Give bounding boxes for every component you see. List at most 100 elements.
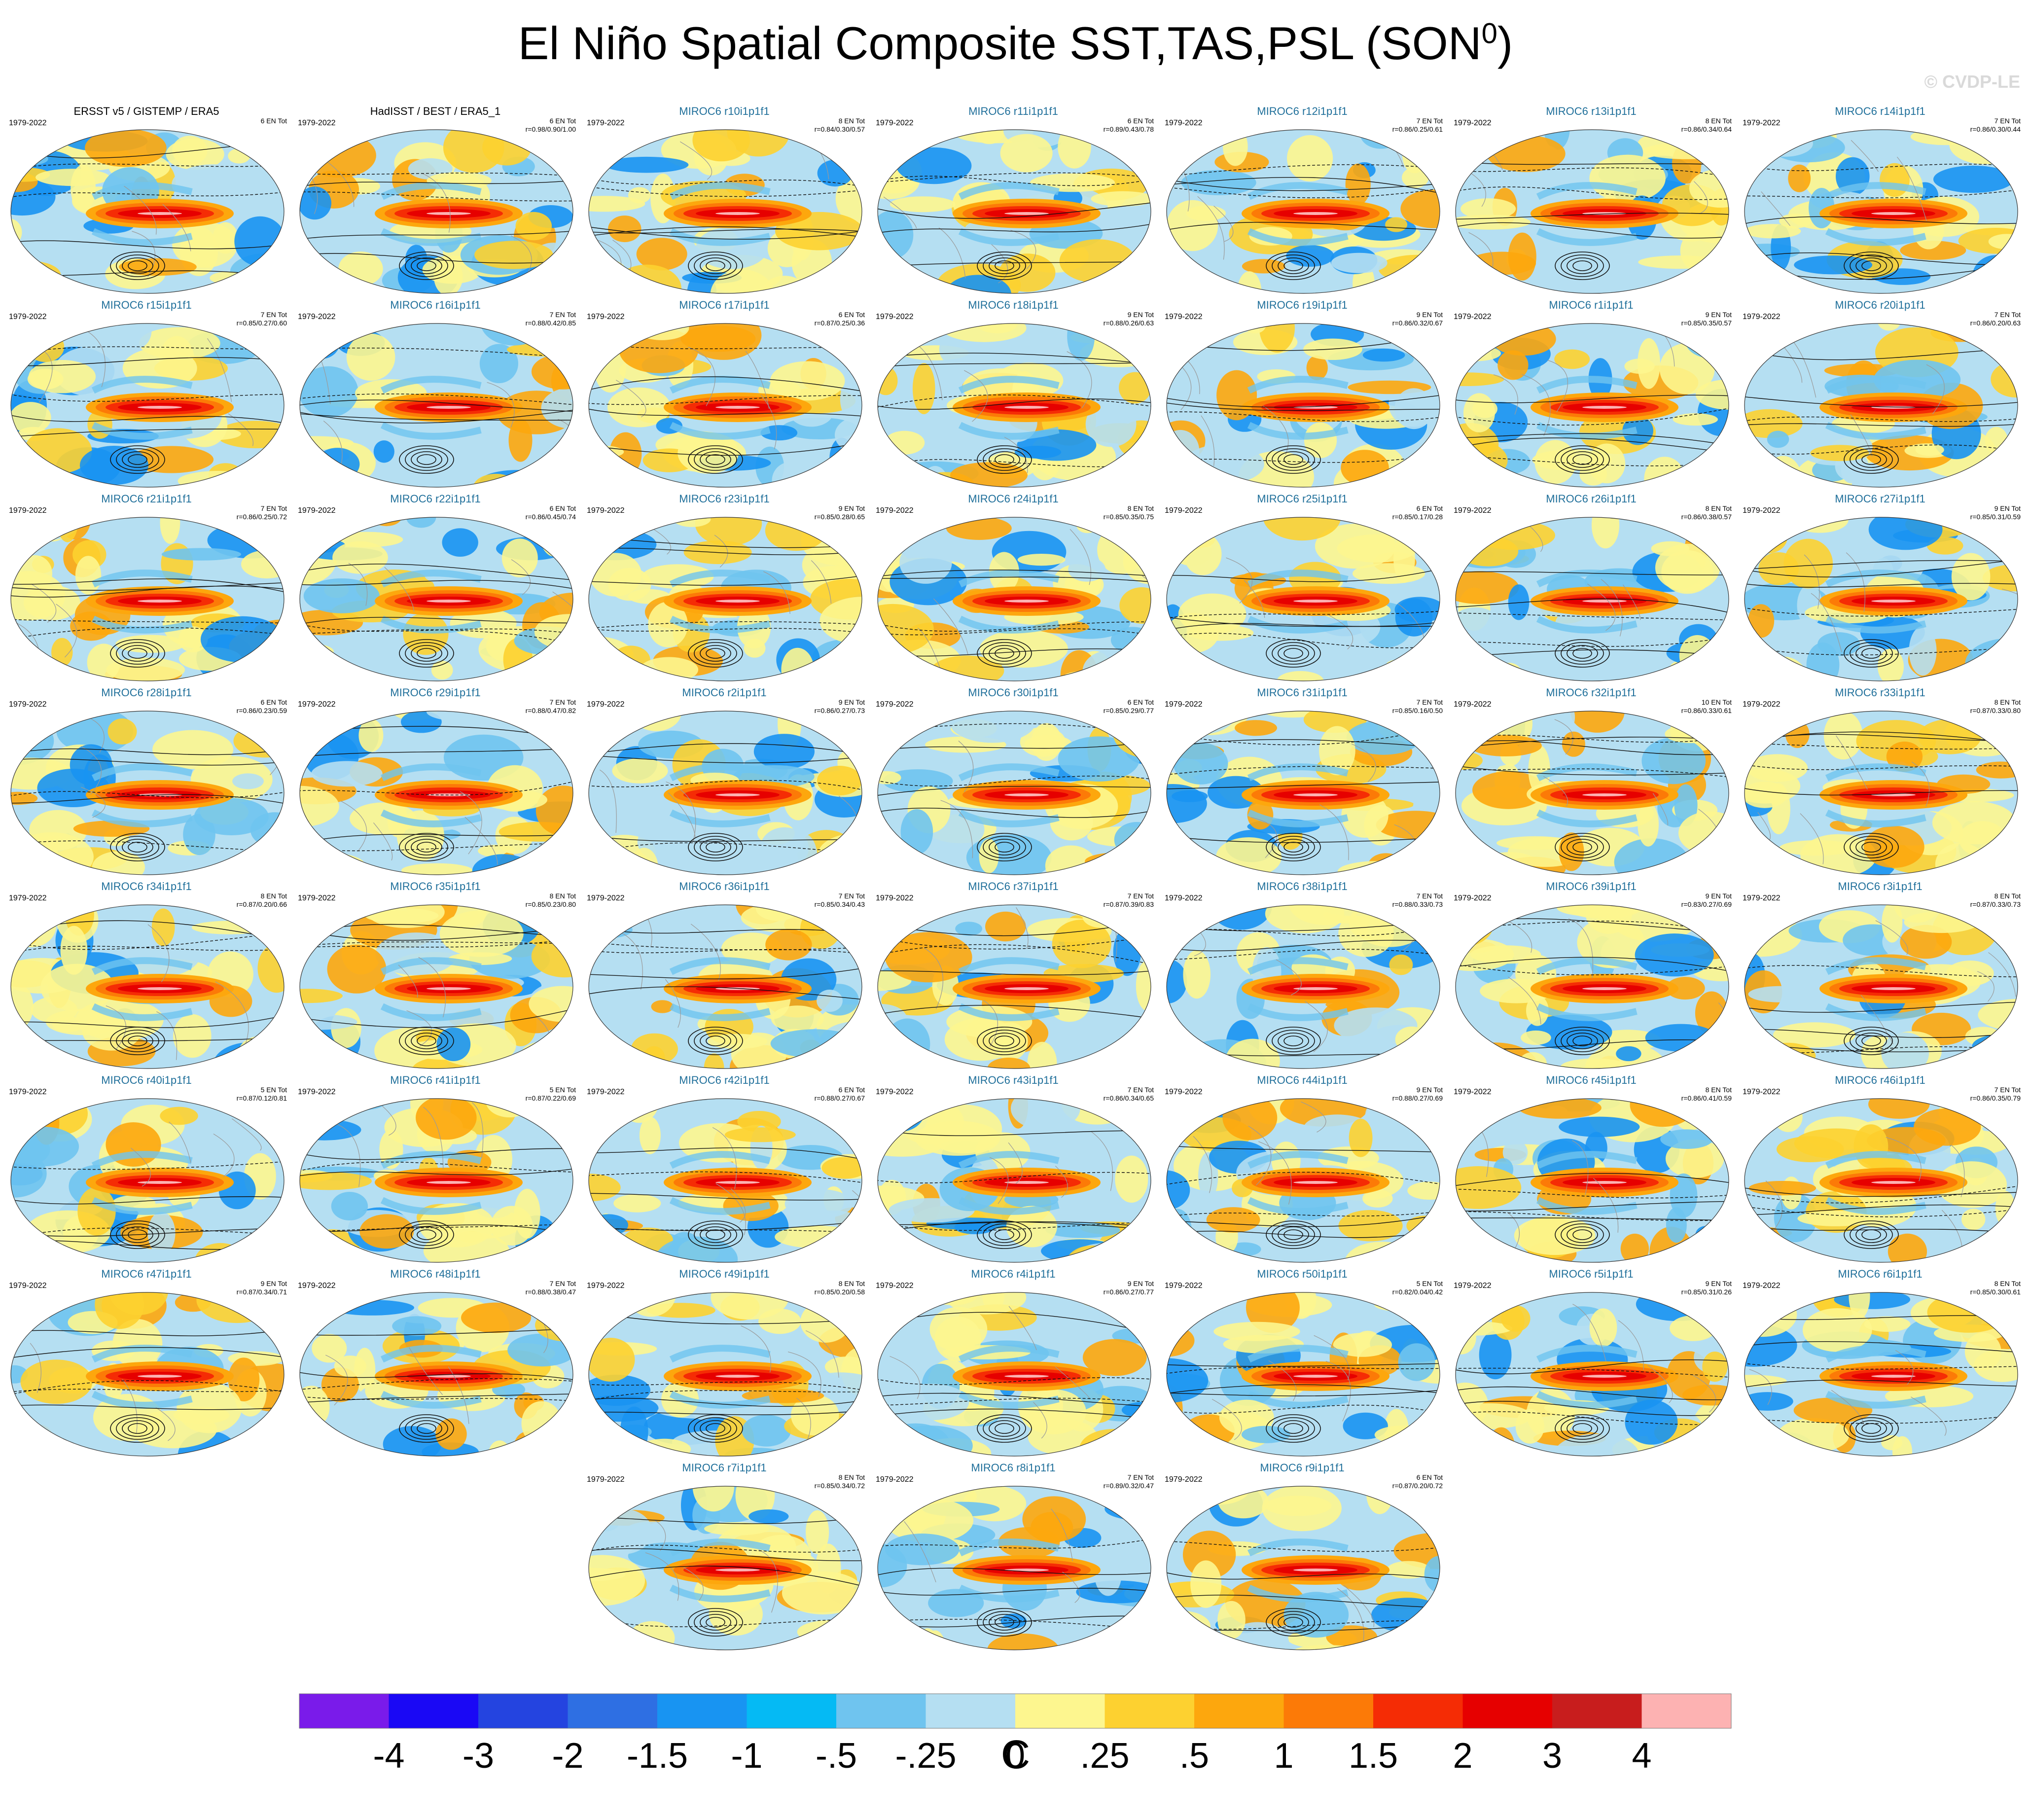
psl-contour bbox=[1861, 454, 1881, 465]
coastline bbox=[1800, 813, 1824, 864]
anomaly-patch bbox=[508, 419, 533, 462]
anomaly-patch bbox=[1589, 1308, 1617, 1347]
anomaly-patch bbox=[1014, 446, 1062, 459]
cool-anomaly-band bbox=[380, 228, 482, 246]
globe-map bbox=[1455, 323, 1729, 488]
coastline bbox=[2001, 589, 2018, 622]
globe-map bbox=[588, 129, 862, 294]
psl-contour bbox=[128, 454, 147, 465]
psl-contour bbox=[989, 1226, 1020, 1243]
panel-event-count: 9 EN Tot bbox=[1705, 892, 1732, 900]
coastline bbox=[1977, 971, 1995, 1002]
psl-contour bbox=[411, 1033, 442, 1049]
anomaly-patch bbox=[1136, 961, 1151, 1011]
psl-contour bbox=[1855, 839, 1887, 856]
psl-contour bbox=[1456, 571, 1729, 575]
psl-contour bbox=[977, 1027, 1032, 1055]
anomaly-patch bbox=[1406, 660, 1440, 681]
anomaly-patch bbox=[11, 1126, 79, 1167]
coastline bbox=[373, 822, 393, 861]
cool-anomaly-band bbox=[91, 1391, 193, 1409]
map-panel: MIROC6 r1i1p1f1 1979-2022 9 EN Tot r=0.85/0… bbox=[1447, 299, 1736, 491]
panel-event-count: 7 EN Tot bbox=[549, 698, 576, 706]
map-panel: MIROC6 r14i1p1f1 1979-2022 7 EN Tot r=0.86/… bbox=[1736, 105, 2025, 297]
psl-contour bbox=[878, 970, 1151, 975]
equatorial-warm-anomaly bbox=[1293, 1375, 1338, 1378]
anomaly-patch bbox=[1802, 1308, 1872, 1352]
psl-contour bbox=[1167, 1172, 1440, 1185]
psl-contour bbox=[589, 226, 862, 238]
psl-contour bbox=[878, 1129, 1151, 1136]
psl-contour bbox=[11, 758, 284, 766]
anomaly-patch bbox=[300, 636, 323, 677]
psl-contour bbox=[1745, 965, 2018, 977]
psl-contour bbox=[1745, 1204, 2018, 1215]
psl-contour bbox=[1850, 1417, 1893, 1440]
globe-map bbox=[877, 1486, 1151, 1650]
panel-title: MIROC6 r2i1p1f1 bbox=[682, 686, 767, 699]
psl-contour bbox=[878, 1619, 1151, 1630]
panel-pattern-correlation: r=0.87/0.12/0.81 bbox=[236, 1094, 287, 1102]
equatorial-warm-anomaly bbox=[138, 1375, 182, 1378]
psl-contour bbox=[399, 251, 454, 280]
psl-contour bbox=[878, 1221, 1151, 1228]
anomaly-patch bbox=[1052, 920, 1111, 968]
anomaly-patch bbox=[1886, 741, 1923, 772]
globe-map bbox=[588, 1486, 862, 1650]
coastline bbox=[1325, 1361, 1351, 1422]
anomaly-patch bbox=[651, 1000, 674, 1013]
anomaly-patch bbox=[1167, 1309, 1193, 1329]
map-panel: MIROC6 r26i1p1f1 1979-2022 8 EN Tot r=0.86/… bbox=[1447, 493, 1736, 685]
panel-pattern-correlation: r=0.87/0.20/0.66 bbox=[236, 900, 287, 908]
panel-title: MIROC6 r10i1p1f1 bbox=[679, 105, 770, 117]
anomaly-patch bbox=[178, 626, 208, 652]
psl-contour bbox=[688, 1220, 743, 1249]
anomaly-patch bbox=[541, 387, 573, 429]
psl-contour bbox=[878, 1004, 1151, 1019]
cool-anomaly-band bbox=[1825, 957, 1926, 975]
anomaly-patch bbox=[338, 251, 383, 286]
anomaly-patch bbox=[760, 827, 809, 869]
psl-contour bbox=[1567, 645, 1598, 662]
coastline bbox=[406, 1010, 432, 1047]
anomaly-patch bbox=[1456, 1099, 1500, 1117]
equatorial-warm-anomaly bbox=[1293, 1181, 1338, 1184]
anomaly-patch bbox=[1167, 905, 1193, 928]
psl-contour bbox=[110, 251, 165, 280]
panel-event-count: 8 EN Tot bbox=[838, 117, 865, 125]
psl-contour bbox=[1167, 940, 1440, 952]
coastline bbox=[1860, 995, 1894, 1044]
globe-map bbox=[877, 129, 1151, 294]
coastline bbox=[1765, 1180, 1783, 1231]
anomaly-patch bbox=[300, 844, 323, 875]
cool-anomaly-band bbox=[669, 1151, 771, 1169]
anomaly-patch bbox=[1497, 350, 1529, 380]
anomaly-patch bbox=[2002, 520, 2018, 547]
psl-contour bbox=[1745, 1380, 2018, 1388]
anomaly-patch bbox=[1518, 1099, 1602, 1119]
panel-period: 1979-2022 bbox=[298, 894, 336, 902]
psl-contour bbox=[878, 576, 1151, 582]
panel-period: 1979-2022 bbox=[1165, 894, 1203, 902]
psl-contour bbox=[1745, 1185, 2018, 1204]
psl-contour bbox=[694, 1223, 737, 1246]
cool-anomaly-band bbox=[1247, 422, 1349, 440]
psl-contour bbox=[300, 413, 573, 421]
psl-contour bbox=[1855, 1226, 1887, 1243]
anomaly-patch bbox=[334, 1356, 367, 1377]
anomaly-patch bbox=[373, 440, 394, 463]
equatorial-warm-anomaly bbox=[1004, 1569, 1049, 1571]
coastline bbox=[1301, 1101, 1326, 1133]
anomaly-patch bbox=[268, 323, 284, 340]
anomaly-patch bbox=[1346, 720, 1422, 755]
panel-title: MIROC6 r49i1p1f1 bbox=[679, 1268, 770, 1280]
panel-pattern-correlation: r=0.85/0.27/0.60 bbox=[236, 319, 287, 327]
psl-contour bbox=[1745, 189, 2018, 198]
psl-contour bbox=[399, 1027, 454, 1055]
anomaly-patch bbox=[1702, 1352, 1728, 1382]
anomaly-patch bbox=[1666, 977, 1705, 1000]
map-panel: MIROC6 r25i1p1f1 1979-2022 6 EN Tot r=0.85/… bbox=[1158, 493, 1447, 685]
psl-contour bbox=[116, 448, 159, 471]
anomaly-patch bbox=[1491, 323, 1556, 356]
panel-event-count: 8 EN Tot bbox=[1705, 1086, 1732, 1094]
